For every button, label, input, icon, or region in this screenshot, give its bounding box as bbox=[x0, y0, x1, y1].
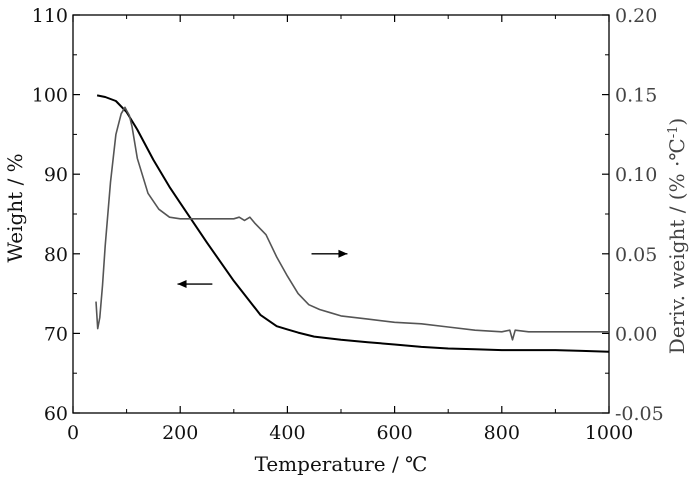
series-layer bbox=[95, 94, 610, 353]
x-axis-title: Temperature / ℃ bbox=[255, 452, 428, 476]
y-left-tick-label: 70 bbox=[44, 323, 68, 345]
x-tick-label: 200 bbox=[162, 422, 198, 444]
y-axis-right-title-main: Deriv. weight / (% ·℃ bbox=[665, 138, 689, 354]
y-left-tick-label: 90 bbox=[44, 164, 68, 186]
arrow-head bbox=[338, 249, 348, 258]
x-tick-label: 1000 bbox=[585, 422, 633, 444]
annotation-layer bbox=[177, 249, 348, 289]
y-axis-right-title-close: ) bbox=[665, 118, 689, 126]
y-left-tick-label: 100 bbox=[32, 85, 68, 107]
deriv-weight-curve bbox=[95, 106, 609, 341]
x-tick-label: 800 bbox=[484, 422, 520, 444]
tick-labels: 0 200 400 600 800 1000 60 70 80 90 100 110 -0.05 0.00… bbox=[32, 5, 664, 444]
x-tick-label: 0 bbox=[67, 422, 79, 444]
plot-border bbox=[72, 14, 610, 414]
y-right-tick-label: 0.05 bbox=[615, 244, 657, 266]
y-axis-right-title-sup: -1 bbox=[666, 126, 681, 139]
y-right-tick-label: 0.20 bbox=[615, 5, 657, 27]
plot-frame bbox=[72, 14, 610, 414]
x-tick-label: 400 bbox=[269, 422, 305, 444]
y-right-tick-label: 0.00 bbox=[615, 323, 657, 345]
y-left-tick-label: 60 bbox=[44, 403, 68, 425]
y-left-tick-label: 110 bbox=[32, 5, 68, 27]
x-tick-label: 600 bbox=[376, 422, 412, 444]
y-right-tick-label: 0.10 bbox=[615, 164, 657, 186]
y-right-tick-label: 0.15 bbox=[615, 85, 657, 107]
arrow-head bbox=[177, 280, 187, 289]
weight-curve bbox=[96, 94, 610, 353]
y-left-tick-label: 80 bbox=[44, 244, 68, 266]
arrow-left-axis bbox=[177, 280, 213, 289]
ticks bbox=[72, 14, 610, 414]
arrow-right-axis bbox=[311, 249, 348, 258]
y-axis-right-title: Deriv. weight / (% ·℃-1) bbox=[665, 118, 689, 354]
y-right-tick-label: -0.05 bbox=[615, 403, 664, 425]
y-axis-left-title: Weight / % bbox=[3, 153, 27, 262]
